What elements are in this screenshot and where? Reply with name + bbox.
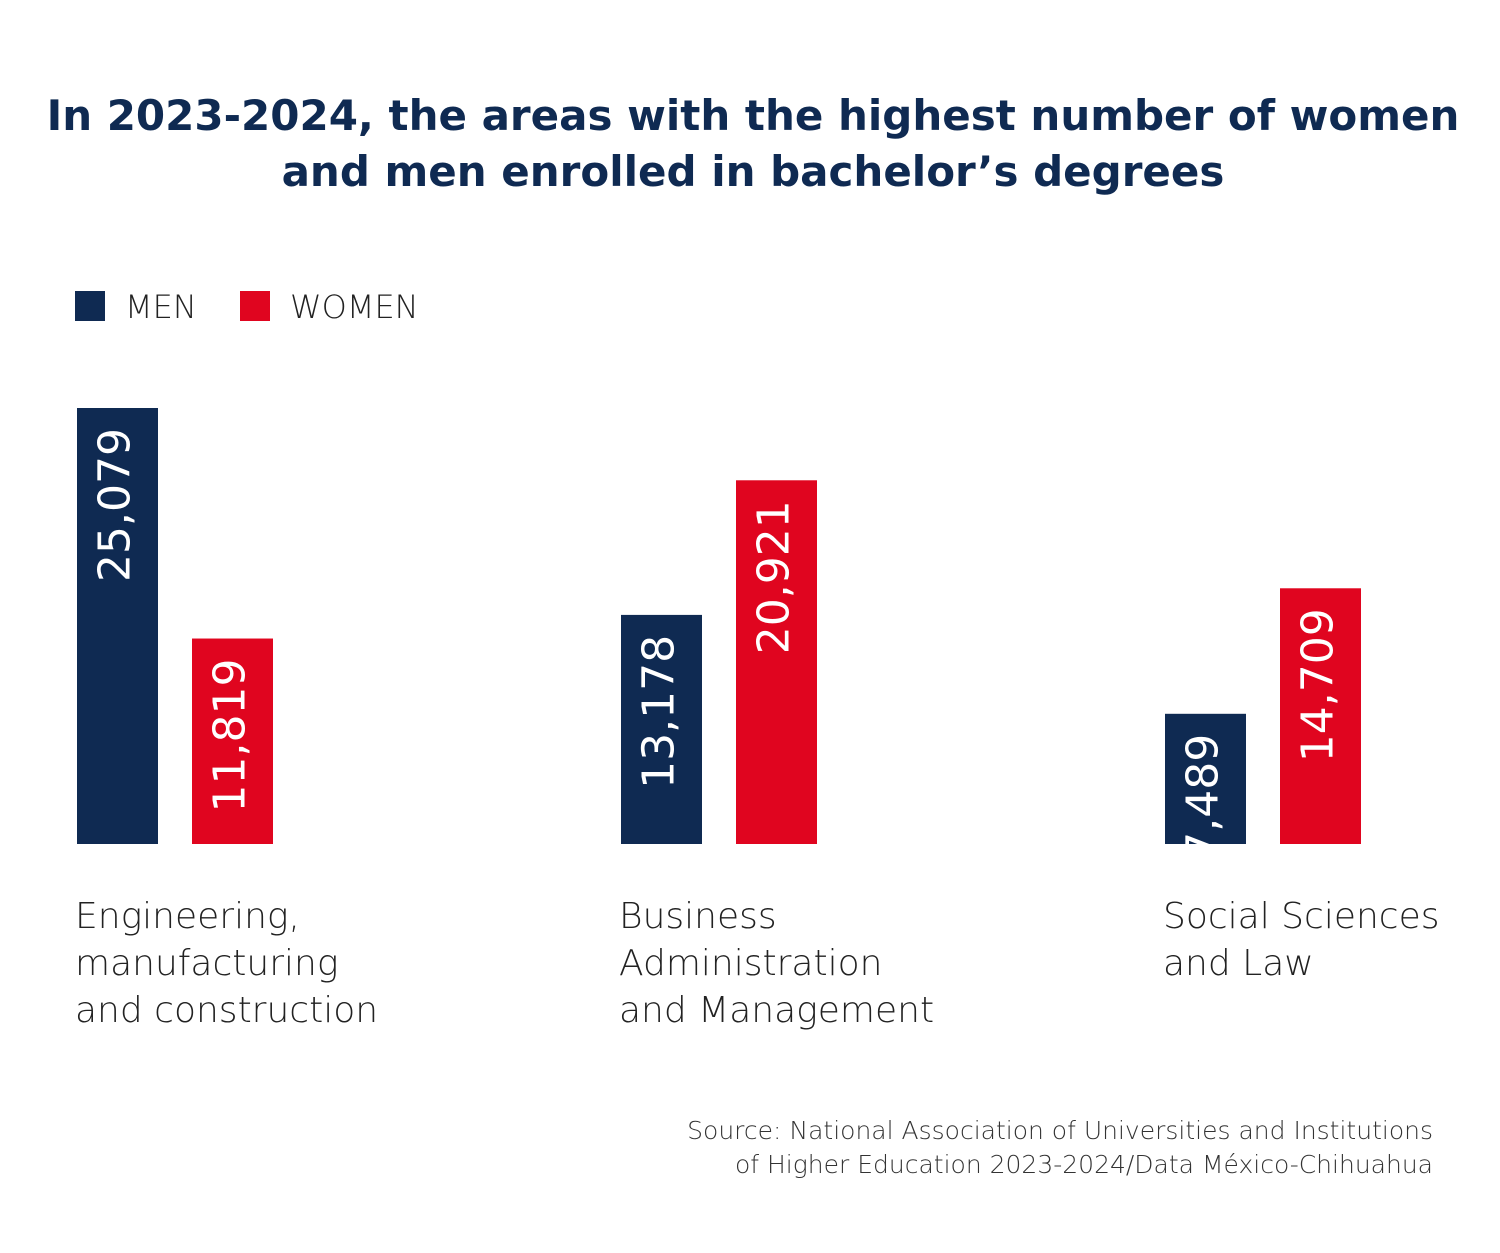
bar <box>736 480 817 844</box>
data-label: 20,921 <box>749 500 800 654</box>
category-label: Engineering, manufacturing and construct… <box>75 896 379 1031</box>
source-note: Source: National Association of Universi… <box>687 1116 1433 1179</box>
bar <box>621 614 702 844</box>
data-label: 14,709 <box>1293 608 1344 762</box>
data-label: 25,079 <box>90 428 141 582</box>
category-label: Business Administration and Management <box>619 896 935 1031</box>
bar <box>1165 713 1246 844</box>
bar <box>192 638 273 844</box>
category-label: Social Sciences and Law <box>1163 896 1440 984</box>
data-label: 7,489 <box>1178 734 1229 860</box>
data-label: 13,178 <box>634 635 685 789</box>
data-label: 11,819 <box>205 659 256 813</box>
bar <box>1280 588 1361 844</box>
legend-swatch <box>75 291 105 321</box>
legend-label: WOMEN <box>290 288 419 326</box>
chart-title: In 2023-2024, the areas with the highest… <box>46 91 1460 196</box>
legend-swatch <box>240 291 270 321</box>
bar <box>77 408 158 844</box>
legend-label: MEN <box>125 288 197 326</box>
